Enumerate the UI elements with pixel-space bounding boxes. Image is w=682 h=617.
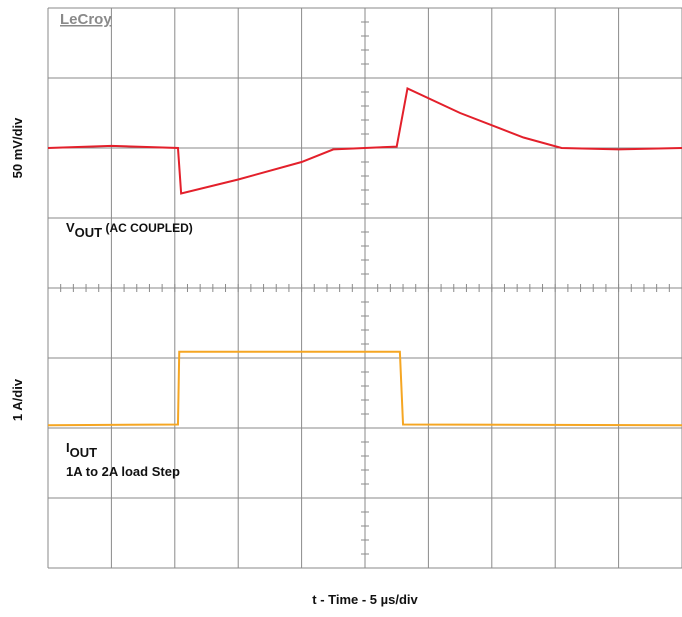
- annotation-rest: (AC COUPLED): [102, 221, 193, 235]
- x-axis-label: t - Time - 5 µs/div: [312, 592, 418, 607]
- annotation-sub: OUT: [75, 225, 103, 240]
- series-line: [47, 87, 682, 195]
- series-line: [47, 350, 682, 427]
- annotation: IOUT: [66, 440, 97, 460]
- annotation-sub: OUT: [70, 445, 98, 460]
- brand-label: LeCroy: [60, 11, 112, 28]
- annotation-main: I: [66, 440, 70, 455]
- y-axis-label: 50 mV/div: [10, 117, 25, 178]
- annotation-rest: 1A to 2A load Step: [66, 464, 180, 479]
- annotation-main: V: [66, 220, 75, 235]
- annotation: VOUT (AC COUPLED): [66, 220, 193, 240]
- y-axis-label: 1 A/div: [10, 378, 25, 421]
